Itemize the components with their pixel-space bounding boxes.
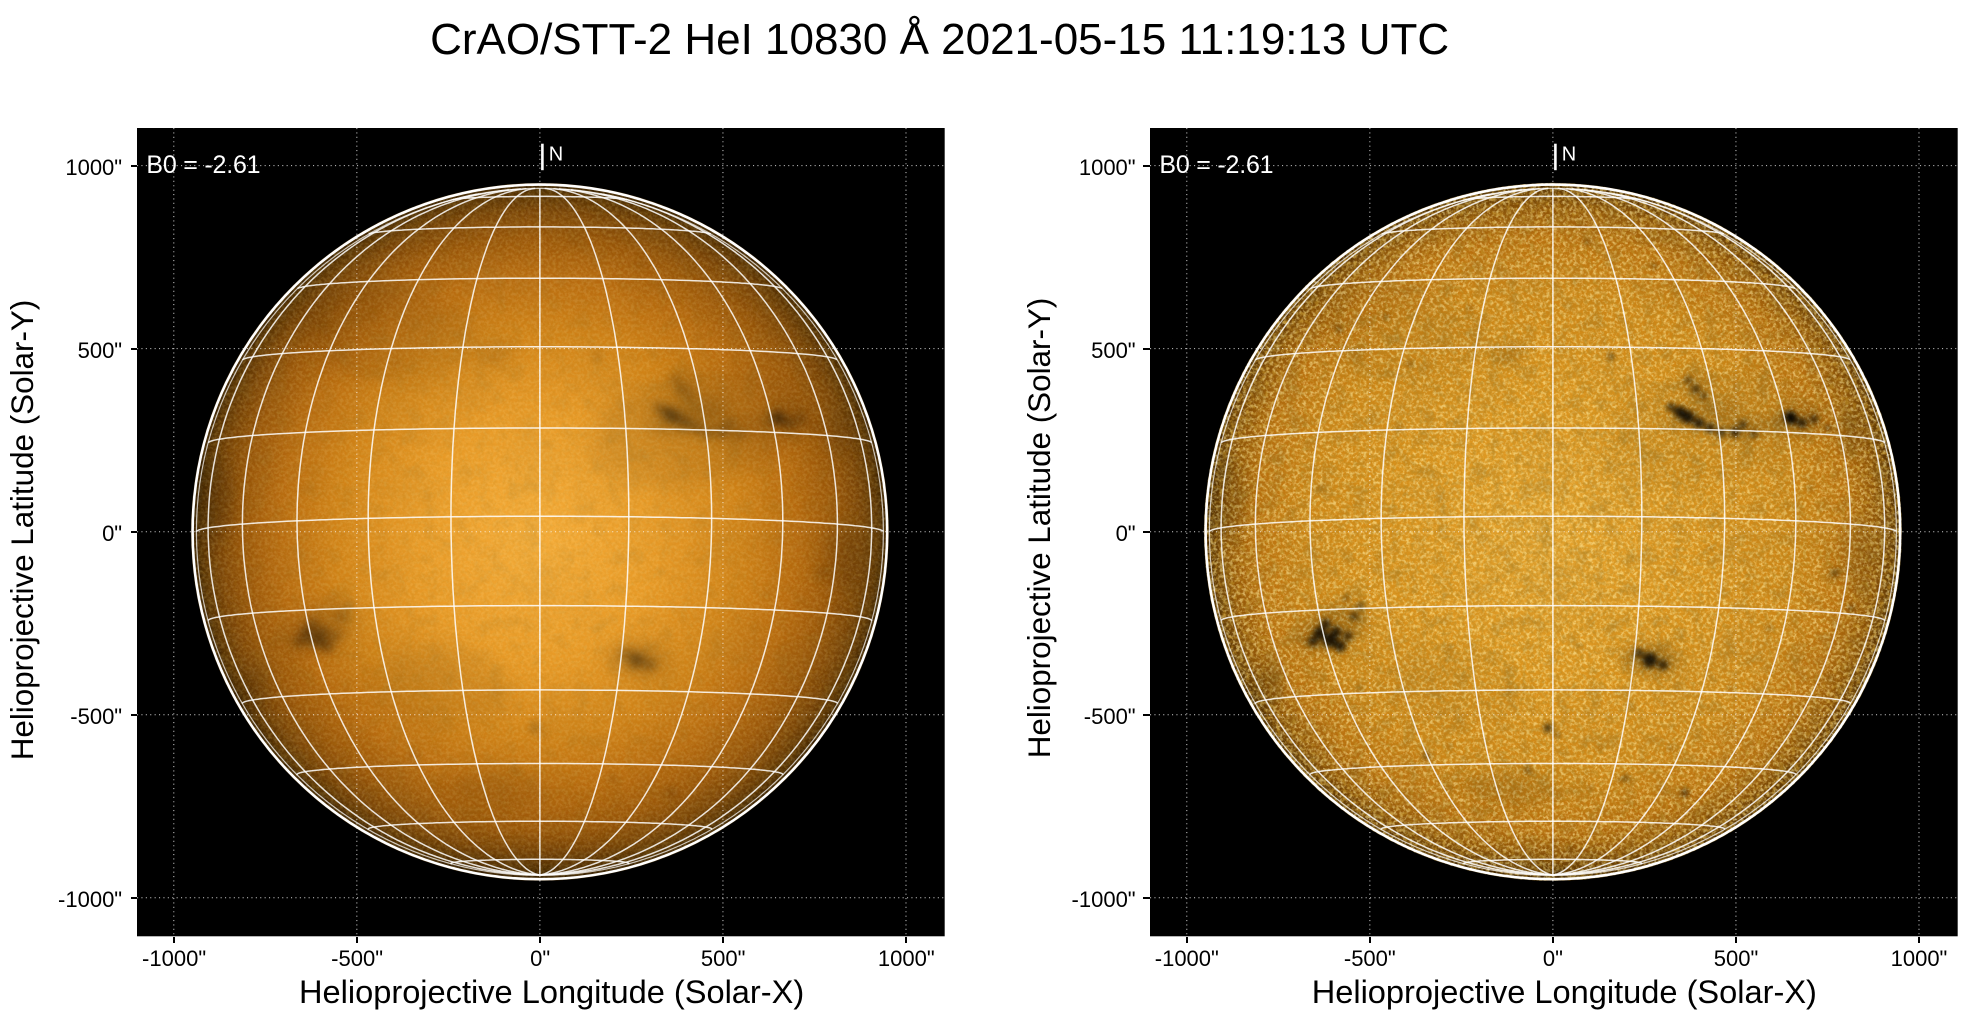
svg-text:B0 = -2.61: B0 = -2.61 — [1159, 151, 1273, 179]
svg-text:N: N — [549, 144, 563, 166]
svg-text:B0 = -2.61: B0 = -2.61 — [147, 151, 261, 179]
svg-text:N: N — [1562, 144, 1576, 166]
